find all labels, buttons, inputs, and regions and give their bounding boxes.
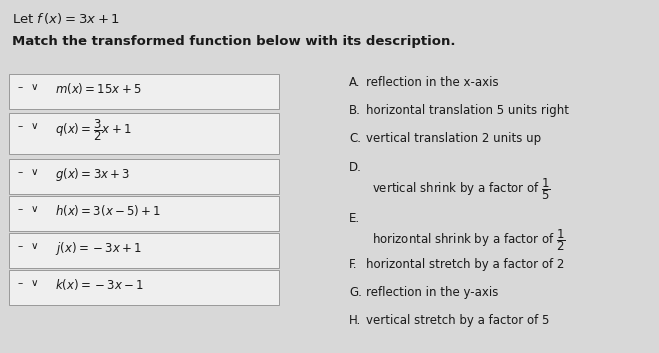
Text: D.: D. [349, 161, 362, 174]
Text: reflection in the x-axis: reflection in the x-axis [366, 76, 498, 89]
Text: –: – [17, 82, 22, 92]
FancyBboxPatch shape [9, 113, 279, 154]
Text: vertical shrink by a factor of $\dfrac{1}{5}$: vertical shrink by a factor of $\dfrac{1… [372, 176, 552, 202]
Text: –: – [17, 167, 22, 177]
Text: B.: B. [349, 104, 361, 117]
Text: –: – [17, 241, 22, 251]
FancyBboxPatch shape [9, 196, 279, 231]
Text: horizontal translation 5 units right: horizontal translation 5 units right [366, 104, 569, 117]
Text: $j(x) = -3x + 1$: $j(x) = -3x + 1$ [55, 240, 142, 257]
Text: vertical stretch by a factor of 5: vertical stretch by a factor of 5 [366, 314, 549, 327]
Text: horizontal shrink by a factor of $\dfrac{1}{2}$: horizontal shrink by a factor of $\dfrac… [372, 228, 566, 253]
Text: H.: H. [349, 314, 362, 327]
Text: $k(x) = -3x - 1$: $k(x) = -3x - 1$ [55, 277, 144, 292]
Text: –: – [17, 278, 22, 288]
Text: A.: A. [349, 76, 360, 89]
Text: F.: F. [349, 258, 358, 271]
Text: ∨: ∨ [30, 121, 38, 131]
FancyBboxPatch shape [9, 159, 279, 194]
Text: –: – [17, 121, 22, 131]
Text: Match the transformed function below with its description.: Match the transformed function below wit… [12, 35, 455, 48]
Text: ∨: ∨ [30, 82, 38, 92]
Text: $q(x) = \dfrac{3}{2}x + 1$: $q(x) = \dfrac{3}{2}x + 1$ [55, 118, 131, 143]
FancyBboxPatch shape [9, 74, 279, 109]
Text: reflection in the y-axis: reflection in the y-axis [366, 286, 498, 299]
Text: G.: G. [349, 286, 362, 299]
Text: $g(x) = 3x + 3$: $g(x) = 3x + 3$ [55, 166, 130, 183]
Text: $m(x) = 15x + 5$: $m(x) = 15x + 5$ [55, 81, 142, 96]
Text: horizontal stretch by a factor of 2: horizontal stretch by a factor of 2 [366, 258, 564, 271]
Text: E.: E. [349, 212, 360, 225]
Text: ∨: ∨ [30, 204, 38, 214]
Text: C.: C. [349, 132, 361, 145]
Text: ∨: ∨ [30, 167, 38, 177]
Text: vertical translation 2 units up: vertical translation 2 units up [366, 132, 541, 145]
FancyBboxPatch shape [9, 233, 279, 268]
Text: ∨: ∨ [30, 241, 38, 251]
FancyBboxPatch shape [9, 270, 279, 305]
Text: ∨: ∨ [30, 278, 38, 288]
Text: Let $f\,(x) = 3x + 1$: Let $f\,(x) = 3x + 1$ [12, 11, 120, 25]
Text: –: – [17, 204, 22, 214]
Text: $h(x) = 3(x-5) + 1$: $h(x) = 3(x-5) + 1$ [55, 203, 161, 218]
